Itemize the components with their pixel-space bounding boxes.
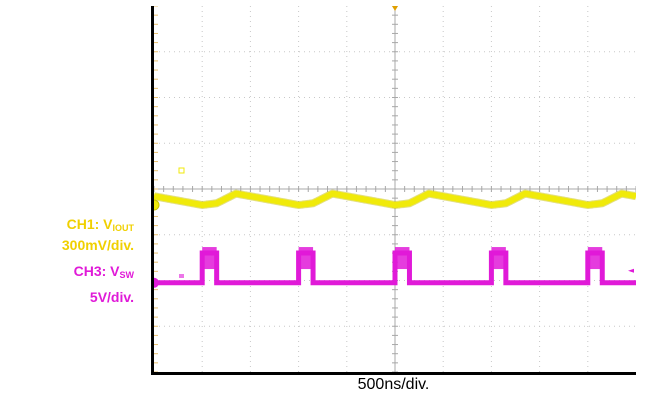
ch3-pulse	[202, 247, 217, 270]
ch1-label: CH1: VIOUT	[66, 216, 134, 233]
ch3-scale-label: 5V/div.	[89, 289, 134, 305]
trigger-position-marker	[392, 6, 398, 11]
oscilloscope-screen	[151, 6, 636, 375]
ch3-reference-marker	[179, 274, 184, 278]
ch3-pulse	[587, 247, 603, 270]
time-scale-label: 500ns/div.	[357, 376, 430, 393]
waveform-plot	[154, 6, 636, 372]
ch3-pulse	[395, 247, 410, 270]
ch3-ground-marker	[154, 277, 159, 288]
ch1-ground-marker	[154, 199, 160, 211]
ch1-reference-marker	[178, 167, 185, 174]
ch3-label: CH3: VSW	[73, 263, 134, 280]
ch1-trace	[154, 190, 636, 208]
ch3-pulse	[298, 247, 314, 270]
ch1-scale-label: 300mV/div.	[61, 237, 134, 253]
ch3-offset-arrow	[628, 268, 634, 273]
ch3-pulse	[491, 247, 506, 270]
